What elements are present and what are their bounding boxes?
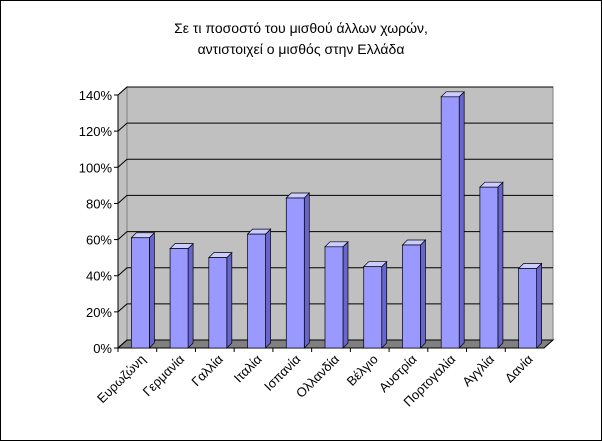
bar bbox=[324, 240, 349, 349]
grid-line bbox=[117, 194, 553, 204]
bar-face bbox=[247, 233, 266, 349]
y-tick-label: 40% bbox=[86, 269, 112, 284]
chart-title: Σε τι ποσοστό του μισθού άλλων χωρών, bbox=[174, 20, 428, 36]
bar-face bbox=[285, 197, 305, 349]
bar bbox=[362, 260, 388, 349]
y-tick-label: 80% bbox=[86, 196, 112, 211]
y-tick-label: 120% bbox=[79, 124, 113, 139]
bar-face bbox=[208, 257, 228, 349]
bar-face bbox=[420, 239, 426, 349]
bar bbox=[207, 251, 233, 349]
y-tick-label: 20% bbox=[86, 305, 112, 320]
bar-face bbox=[265, 228, 271, 349]
bar-face bbox=[342, 240, 349, 349]
bar bbox=[479, 181, 504, 349]
bar bbox=[517, 262, 543, 349]
bar-face bbox=[440, 96, 460, 349]
bar bbox=[285, 192, 311, 349]
bar-face bbox=[381, 260, 388, 349]
bar-face bbox=[187, 242, 194, 349]
bar bbox=[440, 90, 466, 349]
y-tick-label: 100% bbox=[79, 160, 113, 175]
chart-title: αντιστοιχεί ο μισθός στην Ελλάδα bbox=[198, 41, 405, 57]
bar-face bbox=[303, 192, 310, 349]
bar-face bbox=[536, 262, 542, 349]
bar-face bbox=[149, 231, 155, 349]
grid-line bbox=[117, 86, 553, 96]
bar bbox=[169, 242, 194, 349]
grid-line bbox=[117, 122, 553, 132]
bar bbox=[130, 231, 156, 349]
bar bbox=[401, 239, 427, 349]
bar-face bbox=[363, 266, 383, 349]
bar bbox=[246, 228, 272, 349]
bar-face bbox=[402, 244, 421, 349]
bar-face bbox=[479, 186, 499, 349]
y-tick-label: 0% bbox=[93, 341, 112, 356]
y-tick-label: 140% bbox=[79, 88, 113, 103]
bar-face bbox=[497, 181, 504, 349]
y-tick-label: 60% bbox=[86, 233, 112, 248]
grid-line bbox=[117, 158, 553, 168]
bar-face bbox=[226, 251, 233, 349]
bar-face bbox=[518, 268, 537, 349]
bar-face bbox=[458, 90, 465, 349]
side-wall bbox=[117, 85, 128, 350]
bar-face bbox=[324, 246, 344, 349]
bar-face bbox=[131, 237, 150, 349]
bar-face bbox=[169, 248, 189, 349]
grid-line bbox=[117, 231, 553, 240]
